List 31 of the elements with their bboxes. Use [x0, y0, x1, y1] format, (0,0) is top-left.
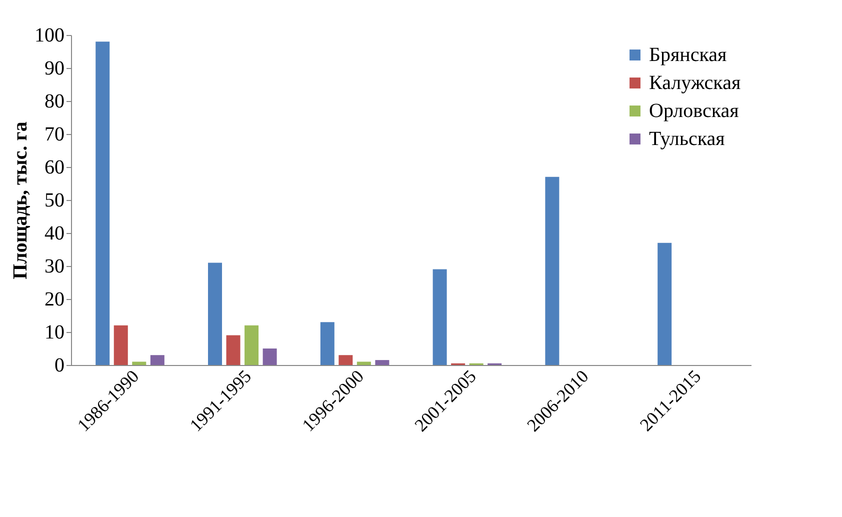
y-axis-title: Площадь, тыс. га — [10, 122, 32, 280]
y-tick-label: 60 — [44, 156, 64, 178]
bar — [432, 269, 447, 365]
bar — [244, 325, 259, 365]
bar — [658, 242, 672, 365]
y-tick-label: 100 — [34, 24, 64, 46]
bar — [338, 355, 353, 365]
y-tick-label: 20 — [44, 288, 64, 310]
y-tick-label: 10 — [44, 322, 64, 344]
bar — [320, 322, 334, 365]
bar — [96, 42, 110, 365]
y-tick-label: 70 — [44, 124, 64, 146]
y-tick-label: 40 — [44, 222, 64, 244]
bar — [356, 362, 371, 365]
y-tick-label: 90 — [44, 58, 64, 80]
y-tick-label: 50 — [44, 190, 64, 212]
y-tick-label: 0 — [54, 354, 64, 376]
bar — [545, 176, 560, 365]
bar — [208, 262, 222, 365]
bar — [150, 355, 164, 365]
legend-label: Орловская — [649, 100, 739, 122]
legend-label: Калужская — [649, 72, 741, 94]
bar — [226, 335, 240, 365]
legend-label: Тульская — [649, 128, 725, 150]
y-tick-label: 80 — [44, 90, 64, 112]
bar — [132, 362, 146, 365]
y-tick-label: 30 — [44, 256, 64, 278]
bar — [114, 325, 128, 365]
legend-label: Брянская — [649, 44, 727, 66]
bar — [375, 360, 390, 365]
bar — [262, 348, 277, 365]
